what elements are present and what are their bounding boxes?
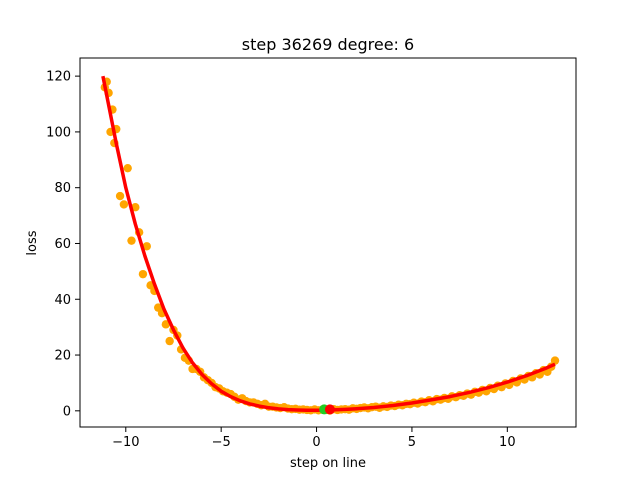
y-tick-label: 60 bbox=[54, 237, 71, 252]
fit-curve-line bbox=[101, 75, 556, 413]
scatter-point bbox=[165, 336, 174, 346]
scatter-point bbox=[142, 242, 151, 251]
x-tick-label: −5 bbox=[212, 435, 231, 450]
scatter-point bbox=[138, 269, 148, 279]
x-tick-label: 0 bbox=[312, 435, 320, 450]
y-tick-label: 80 bbox=[54, 181, 71, 196]
y-tick-label: 100 bbox=[46, 125, 71, 140]
x-tick-label: 5 bbox=[408, 435, 416, 450]
scatter-point bbox=[119, 200, 129, 209]
y-tick-label: 40 bbox=[54, 293, 71, 308]
scatter-point bbox=[550, 356, 560, 365]
x-tick-label: 10 bbox=[499, 435, 516, 450]
y-axis-label: loss bbox=[25, 230, 40, 255]
red-marker bbox=[324, 404, 335, 415]
scatter-point bbox=[127, 236, 136, 245]
axes-frame bbox=[79, 57, 577, 428]
x-axis-label: step on line bbox=[290, 456, 366, 471]
y-tick-label: 20 bbox=[54, 349, 71, 364]
y-tick-label: 120 bbox=[46, 70, 71, 85]
scatter-point bbox=[123, 163, 132, 173]
scatter-point bbox=[115, 191, 125, 201]
y-tick-label: 0 bbox=[63, 404, 71, 419]
x-tick-label: −10 bbox=[112, 435, 139, 450]
chart-title: step 36269 degree: 6 bbox=[242, 35, 414, 54]
scatter-point bbox=[161, 320, 171, 329]
